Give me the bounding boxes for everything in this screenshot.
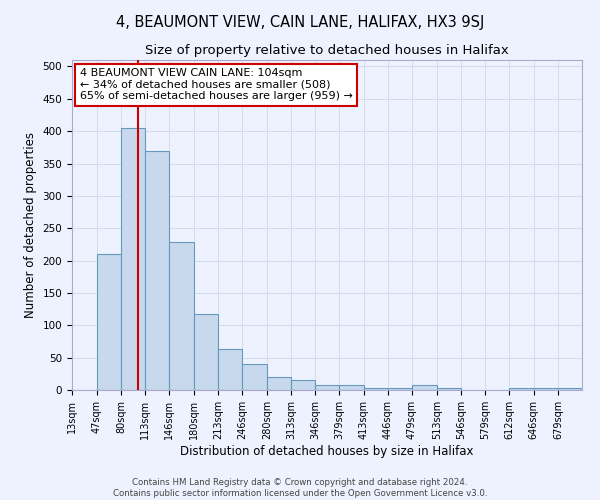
Bar — [291, 380, 315, 390]
Bar — [509, 388, 534, 390]
Y-axis label: Number of detached properties: Number of detached properties — [24, 132, 37, 318]
Bar — [194, 314, 218, 390]
Bar — [315, 386, 339, 390]
Bar — [121, 128, 145, 390]
Bar — [97, 254, 121, 390]
Bar — [437, 388, 461, 390]
Bar — [388, 388, 412, 390]
X-axis label: Distribution of detached houses by size in Halifax: Distribution of detached houses by size … — [180, 444, 474, 458]
Bar — [339, 386, 364, 390]
Bar — [267, 377, 291, 390]
Bar — [364, 388, 388, 390]
Text: Contains HM Land Registry data © Crown copyright and database right 2024.
Contai: Contains HM Land Registry data © Crown c… — [113, 478, 487, 498]
Bar — [242, 364, 267, 390]
Text: 4 BEAUMONT VIEW CAIN LANE: 104sqm
← 34% of detached houses are smaller (508)
65%: 4 BEAUMONT VIEW CAIN LANE: 104sqm ← 34% … — [80, 68, 353, 102]
Bar — [169, 242, 194, 390]
Bar — [412, 386, 437, 390]
Bar — [145, 150, 169, 390]
Text: 4, BEAUMONT VIEW, CAIN LANE, HALIFAX, HX3 9SJ: 4, BEAUMONT VIEW, CAIN LANE, HALIFAX, HX… — [116, 15, 484, 30]
Title: Size of property relative to detached houses in Halifax: Size of property relative to detached ho… — [145, 44, 509, 58]
Bar — [558, 388, 582, 390]
Bar — [534, 388, 558, 390]
Bar — [218, 349, 242, 390]
